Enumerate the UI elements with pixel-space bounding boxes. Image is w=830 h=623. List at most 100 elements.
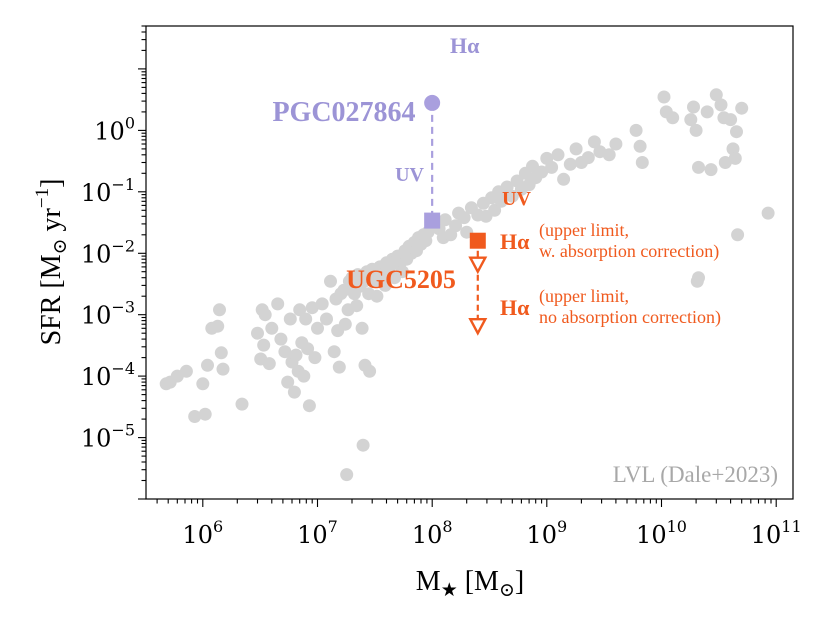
lvl-point <box>438 213 452 227</box>
ugc-ha-nocorr-marker <box>468 318 488 336</box>
lvl-point <box>457 211 471 225</box>
x-tick-label: 1010 <box>636 517 687 549</box>
lvl-point <box>327 345 341 359</box>
lvl-point <box>609 137 623 151</box>
lvl-point <box>494 194 508 208</box>
lvl-point <box>305 301 319 315</box>
lvl-point <box>666 111 680 125</box>
lvl-point <box>311 321 324 335</box>
lvl-point <box>283 312 297 326</box>
lvl-point <box>274 332 288 346</box>
lvl-point <box>315 297 329 311</box>
ugc-ha-nocorr-note-2: no absorption correction) <box>539 307 721 328</box>
lvl-point <box>563 157 577 171</box>
lvl-point <box>633 139 647 153</box>
ugc-ha-corr-marker <box>468 256 488 275</box>
x-tick-labels: 106 107 108 109 1010 1011 <box>182 517 801 549</box>
lvl-point <box>320 312 333 326</box>
lvl-point <box>735 101 749 115</box>
y-tick-label: 10−1 <box>81 175 135 207</box>
lvl-point <box>289 348 303 362</box>
lvl-point <box>395 265 409 279</box>
lvl-points <box>159 88 775 482</box>
lvl-point <box>278 345 292 359</box>
x-tick-label: 1011 <box>751 517 802 549</box>
y-tick-label: 10−2 <box>81 236 135 268</box>
pgc-uv-label: UV <box>395 164 424 186</box>
lvl-point <box>505 189 519 203</box>
lvl-point <box>449 219 463 233</box>
lvl-point <box>299 312 313 326</box>
lvl-point <box>281 375 295 389</box>
lvl-point <box>350 299 364 313</box>
lvl-point <box>211 319 225 333</box>
lvl-point <box>308 351 322 365</box>
lvl-point <box>265 321 279 335</box>
x-tick-label: 107 <box>297 517 338 549</box>
lvl-point <box>216 362 230 376</box>
lvl-point <box>629 123 643 137</box>
lvl-point <box>287 385 301 399</box>
y-tick-label: 10−3 <box>81 298 135 330</box>
lvl-point <box>709 88 723 102</box>
x-tick-label: 109 <box>526 517 567 549</box>
lvl-point <box>657 90 671 104</box>
pgc-label: PGC027864 <box>272 97 415 128</box>
lvl-point <box>728 151 742 165</box>
lvl-point <box>569 142 583 156</box>
x-tick-label: 108 <box>412 517 453 549</box>
pgc-ha-marker <box>424 94 441 111</box>
lvl-point <box>271 297 285 311</box>
lvl-point <box>551 148 565 162</box>
y-tick-label: 10−5 <box>81 421 135 453</box>
lvl-point <box>731 228 745 242</box>
lvl-point <box>213 303 226 317</box>
lvl-point <box>378 278 392 292</box>
lvl-point <box>301 342 315 356</box>
lvl-point <box>251 326 264 340</box>
pgc-ha-label: Hα <box>450 33 480 58</box>
lvl-point <box>198 407 212 421</box>
lvl-point <box>235 397 249 411</box>
lvl-point <box>545 160 559 174</box>
lvl-point <box>188 410 202 423</box>
lvl-point <box>214 346 228 360</box>
ugc-uv-label: UV <box>502 188 531 210</box>
lvl-point <box>635 156 649 169</box>
lvl-point <box>257 338 271 352</box>
lvl-point <box>262 357 276 371</box>
lvl-point <box>687 100 700 114</box>
lvl-point <box>258 308 272 322</box>
pgc-uv-marker <box>424 212 441 229</box>
lvl-point <box>338 317 352 331</box>
lvl-point <box>535 165 549 179</box>
lvl-point <box>302 399 316 413</box>
lvl-point <box>602 148 616 162</box>
lvl-point <box>581 151 595 165</box>
lvl-point <box>689 123 703 137</box>
lvl-point <box>293 303 307 317</box>
y-tick-label: 10−4 <box>81 359 135 391</box>
lvl-point <box>196 377 210 391</box>
lvl-point <box>363 364 377 378</box>
plot-frame <box>145 25 794 500</box>
lvl-point <box>488 203 502 217</box>
lvl-point <box>179 364 193 378</box>
ugc-label: UGC5205 <box>346 265 456 294</box>
lvl-point <box>557 172 571 186</box>
lvl-point <box>370 289 384 303</box>
lvl-point <box>761 206 775 220</box>
lvl-point <box>690 274 704 288</box>
lvl-point <box>201 358 214 372</box>
lvl-point <box>684 113 698 127</box>
lvl-point <box>355 321 369 335</box>
lvl-point <box>714 98 728 112</box>
lvl-point <box>692 160 705 174</box>
lvl-point <box>356 438 370 452</box>
lvl-point <box>297 369 311 383</box>
x-tick-label: 106 <box>182 517 223 549</box>
highlighted-galaxies <box>424 94 488 336</box>
ugc-ha-nocorr-note-1: (upper limit, <box>539 286 629 307</box>
y-axis-label: SFR [M⊙ yr−1] <box>32 179 71 346</box>
